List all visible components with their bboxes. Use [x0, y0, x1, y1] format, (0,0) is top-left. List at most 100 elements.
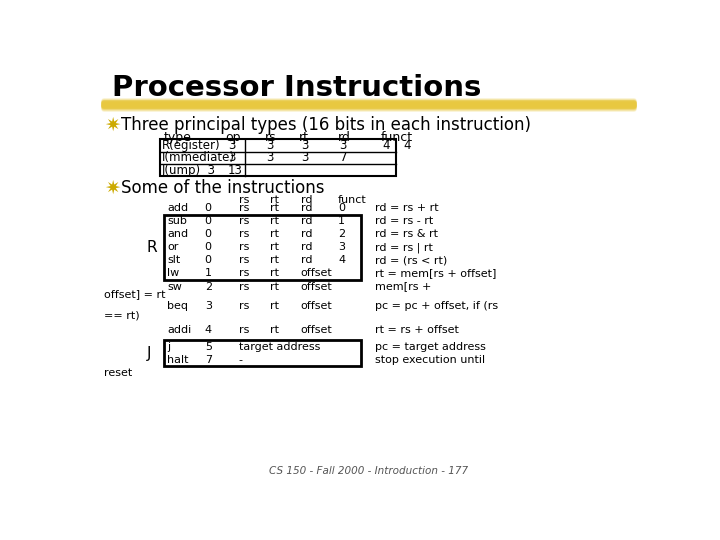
Text: offset: offset: [301, 325, 333, 335]
Bar: [160, 139, 396, 177]
Text: rt: rt: [270, 229, 279, 239]
Text: 4: 4: [382, 139, 390, 152]
Text: rs: rs: [239, 255, 249, 265]
Text: j: j: [168, 342, 171, 352]
Text: lw: lw: [168, 268, 180, 279]
Text: 4: 4: [338, 255, 345, 265]
Text: rt: rt: [270, 281, 279, 292]
Text: rd = rs - rt: rd = rs - rt: [375, 216, 433, 226]
Text: 7: 7: [204, 355, 212, 365]
Text: rd: rd: [301, 242, 312, 252]
Text: rt: rt: [270, 255, 279, 265]
Text: 3: 3: [340, 139, 347, 152]
Text: rd: rd: [301, 216, 312, 226]
Text: 4: 4: [404, 139, 411, 152]
Text: and: and: [168, 229, 189, 239]
Text: rd = rs & rt: rd = rs & rt: [375, 229, 438, 239]
Text: rd: rd: [301, 203, 312, 213]
Text: rd: rd: [301, 255, 312, 265]
Text: rt: rt: [270, 325, 279, 335]
Text: rt: rt: [270, 242, 279, 252]
Text: rs: rs: [239, 268, 249, 279]
Text: 0: 0: [204, 242, 212, 252]
Text: stop execution until: stop execution until: [375, 355, 485, 365]
Text: rd: rd: [301, 195, 312, 205]
Text: 3: 3: [338, 242, 345, 252]
Text: rt: rt: [270, 301, 279, 311]
Text: == rt): == rt): [104, 310, 140, 320]
Text: 0: 0: [204, 229, 212, 239]
Text: 2: 2: [338, 229, 345, 239]
Text: J: J: [147, 346, 151, 361]
Text: 3: 3: [301, 151, 308, 165]
Text: pc = target address: pc = target address: [375, 342, 486, 352]
Text: offset: offset: [301, 268, 333, 279]
Text: reset: reset: [104, 368, 132, 378]
Text: rt = mem[rs + offset]: rt = mem[rs + offset]: [375, 268, 497, 279]
Text: rs: rs: [239, 281, 249, 292]
Text: 0: 0: [204, 203, 212, 213]
Text: rt: rt: [300, 131, 310, 144]
Text: rt: rt: [270, 216, 279, 226]
Text: funct: funct: [381, 131, 413, 144]
Text: rd = rs + rt: rd = rs + rt: [375, 203, 438, 213]
Text: funct: funct: [338, 195, 366, 205]
Text: -: -: [239, 355, 243, 365]
Text: R(egister): R(egister): [162, 139, 221, 152]
Text: rs: rs: [239, 216, 249, 226]
Text: offset: offset: [301, 301, 333, 311]
Text: rt = rs + offset: rt = rs + offset: [375, 325, 459, 335]
Text: Three principal types (16 bits in each instruction): Three principal types (16 bits in each i…: [121, 116, 531, 134]
Text: ✷: ✷: [104, 116, 120, 134]
Text: 0: 0: [204, 216, 212, 226]
Text: Processor Instructions: Processor Instructions: [112, 74, 481, 102]
Text: 4: 4: [204, 325, 212, 335]
Text: 3: 3: [228, 151, 235, 165]
Text: I(mmediate): I(mmediate): [162, 151, 235, 165]
Text: Some of the instructions: Some of the instructions: [121, 179, 325, 197]
Text: or: or: [168, 242, 179, 252]
Text: R: R: [147, 240, 157, 255]
Text: target address: target address: [239, 342, 320, 352]
Text: rt: rt: [270, 195, 279, 205]
Text: rt: rt: [270, 268, 279, 279]
Text: sw: sw: [168, 281, 182, 292]
Text: rt: rt: [270, 203, 279, 213]
Text: rs: rs: [264, 131, 276, 144]
Text: J(ump)  3: J(ump) 3: [162, 164, 216, 177]
Text: sub: sub: [168, 216, 187, 226]
Text: 3: 3: [228, 139, 235, 152]
Text: 3: 3: [204, 301, 212, 311]
Text: beq: beq: [168, 301, 189, 311]
Text: pc = pc + offset, if (rs: pc = pc + offset, if (rs: [375, 301, 498, 311]
Text: rs: rs: [239, 229, 249, 239]
Text: 3: 3: [301, 139, 308, 152]
Text: 0: 0: [204, 255, 212, 265]
Text: add: add: [168, 203, 189, 213]
Text: rs: rs: [239, 203, 249, 213]
Text: 3: 3: [266, 139, 274, 152]
Text: offset] = rt: offset] = rt: [104, 289, 166, 299]
Text: 3: 3: [266, 151, 274, 165]
Text: 5: 5: [204, 342, 212, 352]
Text: ✷: ✷: [104, 179, 120, 198]
Text: rd: rd: [338, 131, 351, 144]
Text: op: op: [225, 131, 241, 144]
Text: offset: offset: [301, 281, 333, 292]
Text: halt: halt: [168, 355, 189, 365]
Text: rs: rs: [239, 301, 249, 311]
Bar: [163, 340, 361, 367]
Text: 1: 1: [204, 268, 212, 279]
Text: mem[rs +: mem[rs +: [375, 281, 431, 292]
Text: 13: 13: [228, 164, 243, 177]
Text: rs: rs: [239, 242, 249, 252]
Text: rd: rd: [301, 229, 312, 239]
Text: rs: rs: [239, 195, 249, 205]
Text: 7: 7: [340, 151, 347, 165]
Text: rd = rs | rt: rd = rs | rt: [375, 242, 433, 253]
Text: type: type: [163, 131, 192, 144]
Text: 1: 1: [338, 216, 345, 226]
Bar: [163, 214, 361, 280]
Text: rd = (rs < rt): rd = (rs < rt): [375, 255, 447, 265]
Text: 0: 0: [338, 203, 345, 213]
